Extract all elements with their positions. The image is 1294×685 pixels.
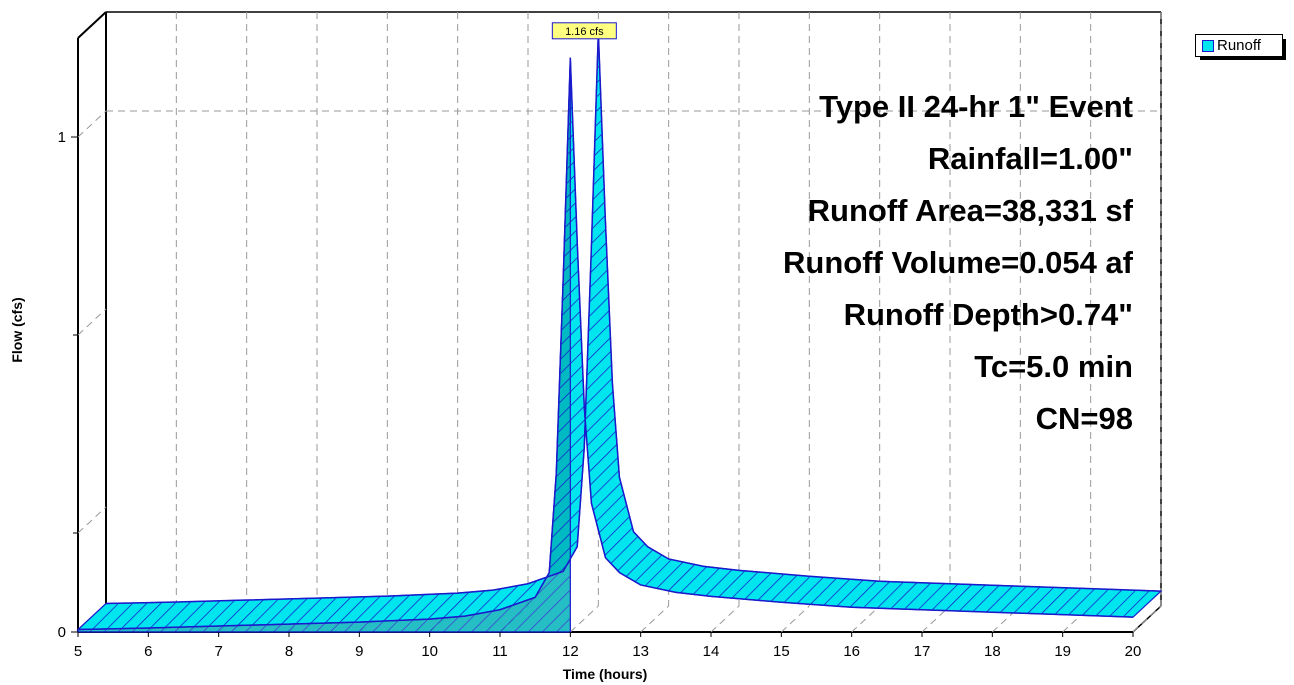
x-tick-label-6: 6	[144, 643, 152, 660]
legend: Runoff	[1195, 34, 1286, 60]
grid-floor-16	[851, 605, 881, 633]
peak-label-text: 1.16 cfs	[565, 26, 604, 38]
annotation-line-6: CN=98	[1036, 401, 1133, 436]
grid-floor-15	[780, 605, 810, 633]
runoff-series-back-line	[105, 31, 1162, 605]
legend-box: Runoff	[1195, 34, 1283, 57]
grid-left-depth-1	[77, 110, 107, 138]
axis-ticks: 5 6 7 8 9 10 11 12 13 14 15 16 17 18 19 20 0 1	[58, 129, 1142, 660]
y-tick-label-0: 0	[58, 624, 66, 641]
grid-floor-17	[921, 605, 951, 633]
x-tick-label-12: 12	[562, 643, 579, 660]
annotation-line-1: Rainfall=1.00"	[928, 141, 1133, 176]
x-axis-label: Time (hours)	[563, 666, 648, 682]
grid-floor-19	[1062, 605, 1092, 633]
y-axis-label: Flow (cfs)	[9, 297, 25, 362]
peak-label-box	[551, 22, 617, 40]
x-tick-label-20: 20	[1125, 643, 1142, 660]
x-tick-label-10: 10	[421, 643, 438, 660]
runoff-front-face	[77, 57, 571, 633]
x-tick-label-7: 7	[214, 643, 222, 660]
legend-label-runoff: Runoff	[1217, 37, 1261, 54]
grid-floor-12	[569, 605, 599, 633]
annotation-block: Type II 24-hr 1" Event Rainfall=1.00" Runo…	[783, 89, 1134, 436]
x-tick-label-11: 11	[492, 643, 508, 660]
grid-floor-13	[640, 605, 670, 633]
top-left-depth	[77, 11, 107, 39]
grid-floor-18	[991, 605, 1021, 633]
x-tick-label-14: 14	[703, 643, 720, 660]
grid-left-depth-minor-0	[77, 506, 107, 534]
series-runoff	[76, 31, 1163, 633]
x-tick-label-15: 15	[773, 643, 790, 660]
peak-marker: 1.16 cfs	[551, 22, 617, 40]
grid-left-depth-minor-1	[77, 308, 107, 336]
annotation-line-3: Runoff Volume=0.054 af	[783, 245, 1134, 280]
legend-swatch-runoff	[1202, 40, 1214, 52]
x-tick-label-5: 5	[74, 643, 82, 660]
x-tick-label-8: 8	[285, 643, 293, 660]
x-tick-label-16: 16	[843, 643, 860, 660]
x-tick-label-13: 13	[632, 643, 649, 660]
grid-floor-20	[1132, 605, 1162, 633]
annotation-line-4: Runoff Depth>0.74"	[844, 297, 1133, 332]
x-tick-label-9: 9	[355, 643, 363, 660]
grid-floor-14	[710, 605, 740, 633]
annotation-line-2: Runoff Area=38,331 sf	[808, 193, 1134, 228]
x-tick-label-18: 18	[984, 643, 1001, 660]
x-tick-label-17: 17	[914, 643, 931, 660]
runoff-series-line	[77, 57, 1134, 631]
annotation-line-0: Type II 24-hr 1" Event	[819, 89, 1133, 124]
x-tick-label-19: 19	[1054, 643, 1071, 660]
annotation-line-5: Tc=5.0 min	[974, 349, 1133, 384]
y-tick-label-1: 1	[58, 129, 66, 146]
